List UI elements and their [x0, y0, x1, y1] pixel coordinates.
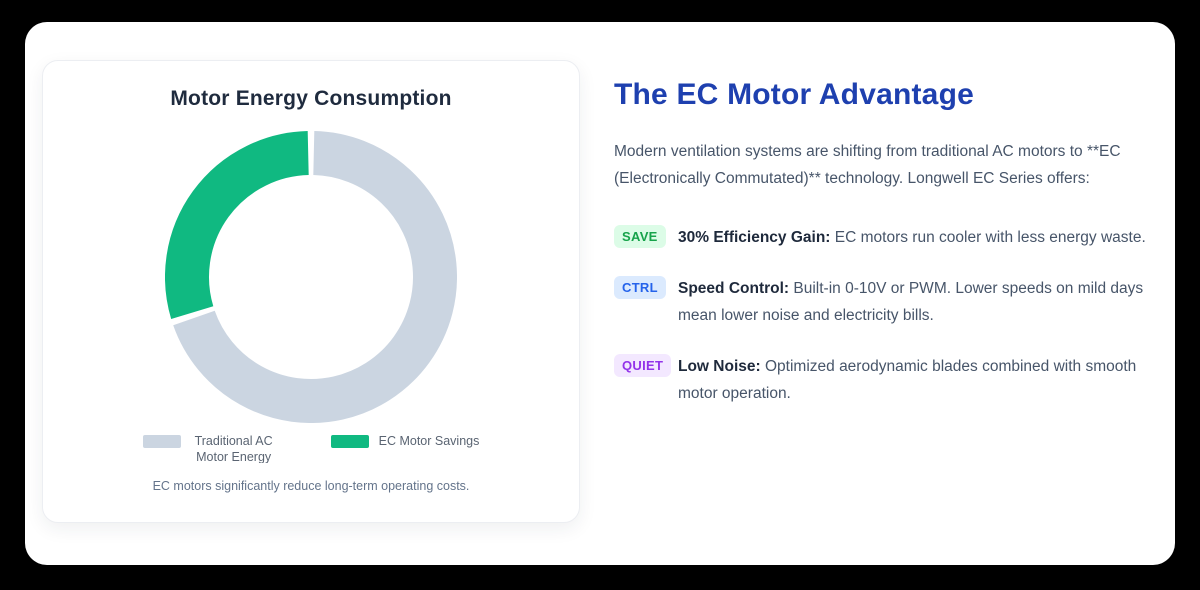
feature-description: EC motors run cooler with less energy wa… — [834, 229, 1146, 246]
chart-title: Motor Energy Consumption — [170, 87, 452, 110]
feature-text: Speed Control: Built-in 0-10V or PWM. Lo… — [678, 275, 1162, 329]
quiet-badge: QUIET — [614, 354, 672, 377]
feature-efficiency: SAVE 30% Efficiency Gain: EC motors run … — [614, 224, 1162, 251]
motor-energy-chart-card: Motor Energy Consumption Traditional AC … — [42, 60, 580, 523]
legend-item-ec-motor-savings[interactable]: EC Motor Savings — [330, 433, 480, 449]
section-heading: The EC Motor Advantage — [614, 78, 974, 111]
save-badge: SAVE — [614, 225, 666, 248]
legend-item-traditional-ac[interactable]: Traditional AC Motor Energy — [142, 433, 277, 463]
legend-label: EC Motor Savings — [378, 434, 480, 448]
feature-title: 30% Efficiency Gain: — [678, 229, 831, 246]
feature-list: SAVE 30% Efficiency Gain: EC motors run … — [614, 224, 1162, 407]
legend-swatch-green — [330, 435, 369, 448]
chart-legend: Traditional AC Motor Energy EC Motor Sav… — [59, 433, 563, 463]
feature-title: Speed Control: — [678, 280, 790, 297]
content-panel: Motor Energy Consumption Traditional AC … — [25, 22, 1175, 565]
feature-description: Built-in 0-10V or PWM. Lower speeds on m… — [678, 280, 1144, 324]
feature-text: 30% Efficiency Gain: EC motors run coole… — [678, 224, 1146, 251]
intro-paragraph: Modern ventilation systems are shifting … — [614, 143, 1121, 187]
legend-label: Traditional AC Motor Energy — [194, 434, 273, 463]
donut-chart — [165, 131, 457, 423]
donut-chart-container — [165, 131, 457, 423]
ec-motor-advantage-section: The EC Motor Advantage Modern ventilatio… — [614, 22, 1162, 565]
feature-speed-control: CTRL Speed Control: Built-in 0-10V or PW… — [614, 275, 1162, 329]
legend-swatch-gray — [142, 435, 181, 448]
feature-title: Low Noise: — [678, 358, 761, 375]
chart-caption: EC motors significantly reduce long-term… — [152, 479, 470, 493]
ctrl-badge: CTRL — [614, 276, 666, 299]
feature-text: Low Noise: Optimized aerodynamic blades … — [678, 353, 1162, 407]
feature-low-noise: QUIET Low Noise: Optimized aerodynamic b… — [614, 353, 1162, 407]
feature-description: Optimized aerodynamic blades combined wi… — [678, 358, 1137, 402]
